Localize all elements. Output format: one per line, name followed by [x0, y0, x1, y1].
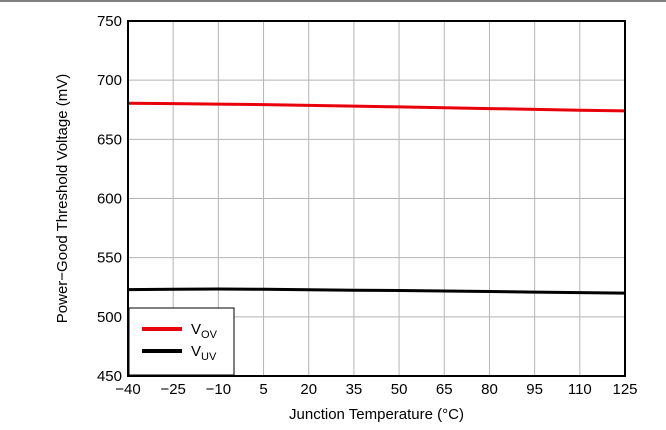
legend: VOV VUV [129, 308, 234, 375]
legend-label-vuv-sub: UV [201, 351, 217, 363]
x-tick-label: 110 [568, 381, 592, 398]
x-tick-label: 50 [391, 381, 408, 398]
y-tick-labels: 450 500 550 600 650 700 750 [97, 13, 122, 385]
y-axis-label: Power−Good Threshold Voltage (mV) [54, 74, 71, 323]
x-axis-label: Junction Temperature (°C) [289, 406, 464, 423]
x-tick-label: 80 [481, 381, 498, 398]
x-tick-label: 65 [436, 381, 453, 398]
x-tick-label: 35 [346, 381, 363, 398]
legend-label-vuv-main: V [191, 343, 201, 360]
x-tick-label: −10 [206, 381, 231, 398]
x-tick-labels: −40 −25 −10 5 20 35 50 65 80 95 110 125 [115, 381, 637, 398]
x-tick-label: 20 [300, 381, 317, 398]
legend-label-vov-main: V [191, 321, 201, 338]
y-tick-label: 750 [97, 13, 122, 30]
x-tick-label: −25 [160, 381, 185, 398]
y-tick-label: 450 [97, 368, 122, 385]
x-tick-label: 95 [526, 381, 543, 398]
legend-box [129, 308, 234, 375]
y-tick-label: 700 [97, 72, 122, 89]
y-tick-label: 550 [97, 250, 122, 267]
y-tick-label: 600 [97, 191, 122, 208]
y-tick-label: 500 [97, 309, 122, 326]
x-tick-label: 5 [259, 381, 267, 398]
legend-label-vov-sub: OV [201, 329, 218, 341]
y-tick-label: 650 [97, 131, 122, 148]
x-tick-label: 125 [612, 381, 637, 398]
